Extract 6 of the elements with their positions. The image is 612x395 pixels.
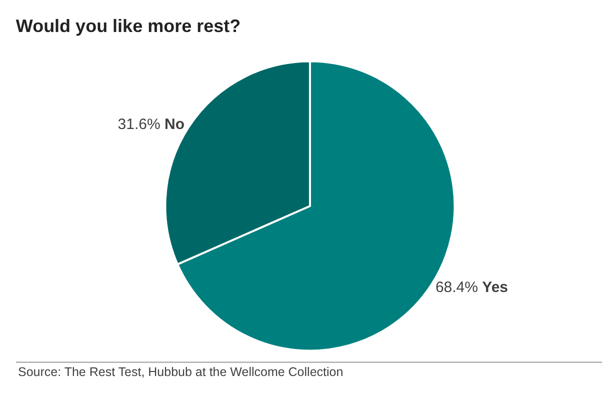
data-label: 68.4% xyxy=(435,279,478,296)
source-note: Source: The Rest Test, Hubbub at the Wellcome Collection xyxy=(18,365,344,379)
chart-title: Would you like more rest? xyxy=(16,16,241,36)
slice-label: Yes xyxy=(482,279,508,296)
data-label: 31.6% xyxy=(118,116,160,133)
slice-label: No xyxy=(164,116,185,133)
